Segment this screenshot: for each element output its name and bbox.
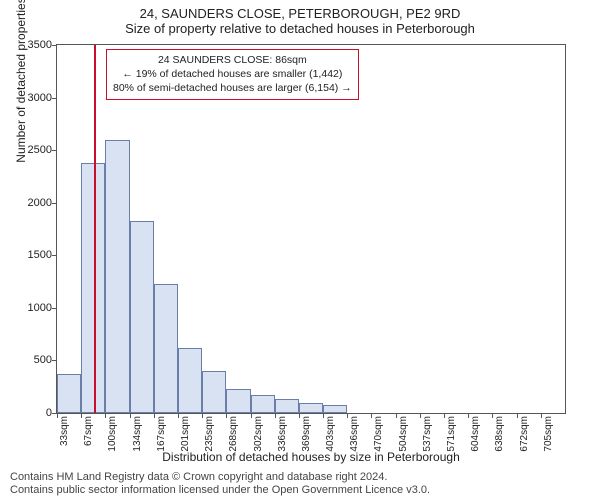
y-tick-mark [52,150,56,151]
y-tick-mark [52,413,56,414]
histogram-bar [323,405,347,413]
x-tick-mark [81,414,82,418]
x-tick-mark [517,414,518,418]
x-tick-label: 336sqm [277,416,288,466]
x-tick-label: 470sqm [373,416,384,466]
x-tick-label: 167sqm [156,416,167,466]
histogram-bar [251,395,275,413]
x-tick-label: 638sqm [494,416,505,466]
y-tick-mark [52,98,56,99]
callout-line: 24 SAUNDERS CLOSE: 86sqm [113,53,352,67]
x-tick-mark [202,414,203,418]
page-title-2: Size of property relative to detached ho… [0,21,600,40]
x-tick-label: 705sqm [543,416,554,466]
y-tick-label: 3000 [12,92,52,104]
x-tick-label: 302sqm [253,416,264,466]
histogram-bar [130,221,154,413]
x-tick-label: 201sqm [180,416,191,466]
histogram-bar [275,399,299,413]
histogram-bar [178,348,202,413]
y-tick-label: 2500 [12,144,52,156]
x-tick-label: 504sqm [398,416,409,466]
x-tick-label: 134sqm [132,416,143,466]
x-tick-label: 403sqm [325,416,336,466]
footer-line-1: Contains HM Land Registry data © Crown c… [10,471,430,485]
x-tick-label: 235sqm [204,416,215,466]
x-tick-mark [130,414,131,418]
reference-line [94,45,96,413]
histogram-bar [154,284,178,413]
x-tick-mark [444,414,445,418]
x-tick-mark [468,414,469,418]
y-tick-mark [52,360,56,361]
footer-attribution: Contains HM Land Registry data © Crown c… [10,471,430,499]
x-tick-mark [251,414,252,418]
y-tick-label: 1500 [12,249,52,261]
callout-line: ← 19% of detached houses are smaller (1,… [113,67,352,81]
x-tick-label: 672sqm [519,416,530,466]
y-tick-mark [52,308,56,309]
y-tick-mark [52,45,56,46]
histogram-bar [202,371,226,413]
y-tick-label: 3500 [12,39,52,51]
x-tick-mark [275,414,276,418]
x-tick-mark [420,414,421,418]
page-title-1: 24, SAUNDERS CLOSE, PETERBOROUGH, PE2 9R… [0,0,600,21]
footer-line-2: Contains public sector information licen… [10,484,430,498]
x-tick-mark [57,414,58,418]
x-tick-label: 268sqm [228,416,239,466]
x-tick-mark [226,414,227,418]
x-tick-mark [396,414,397,418]
y-tick-label: 1000 [12,302,52,314]
x-tick-mark [154,414,155,418]
x-tick-label: 67sqm [83,416,94,466]
x-tick-label: 33sqm [59,416,70,466]
callout-box: 24 SAUNDERS CLOSE: 86sqm← 19% of detache… [106,49,359,100]
x-tick-label: 100sqm [107,416,118,466]
x-tick-label: 537sqm [422,416,433,466]
x-tick-label: 369sqm [301,416,312,466]
y-tick-mark [52,255,56,256]
x-tick-mark [347,414,348,418]
y-tick-label: 500 [12,354,52,366]
x-tick-mark [541,414,542,418]
x-tick-mark [371,414,372,418]
y-tick-label: 2000 [12,197,52,209]
x-tick-mark [105,414,106,418]
x-tick-label: 604sqm [470,416,481,466]
y-tick-mark [52,203,56,204]
x-tick-mark [178,414,179,418]
x-tick-mark [492,414,493,418]
y-axis-label: Number of detached properties [14,0,28,230]
y-tick-label: 0 [12,407,52,419]
histogram-bar [299,403,323,414]
x-tick-label: 571sqm [446,416,457,466]
x-tick-label: 436sqm [349,416,360,466]
x-tick-mark [299,414,300,418]
callout-line: 80% of semi-detached houses are larger (… [113,81,352,95]
histogram-bar [57,374,81,413]
x-tick-mark [323,414,324,418]
histogram-bar [105,140,129,413]
histogram-bar [226,389,250,413]
